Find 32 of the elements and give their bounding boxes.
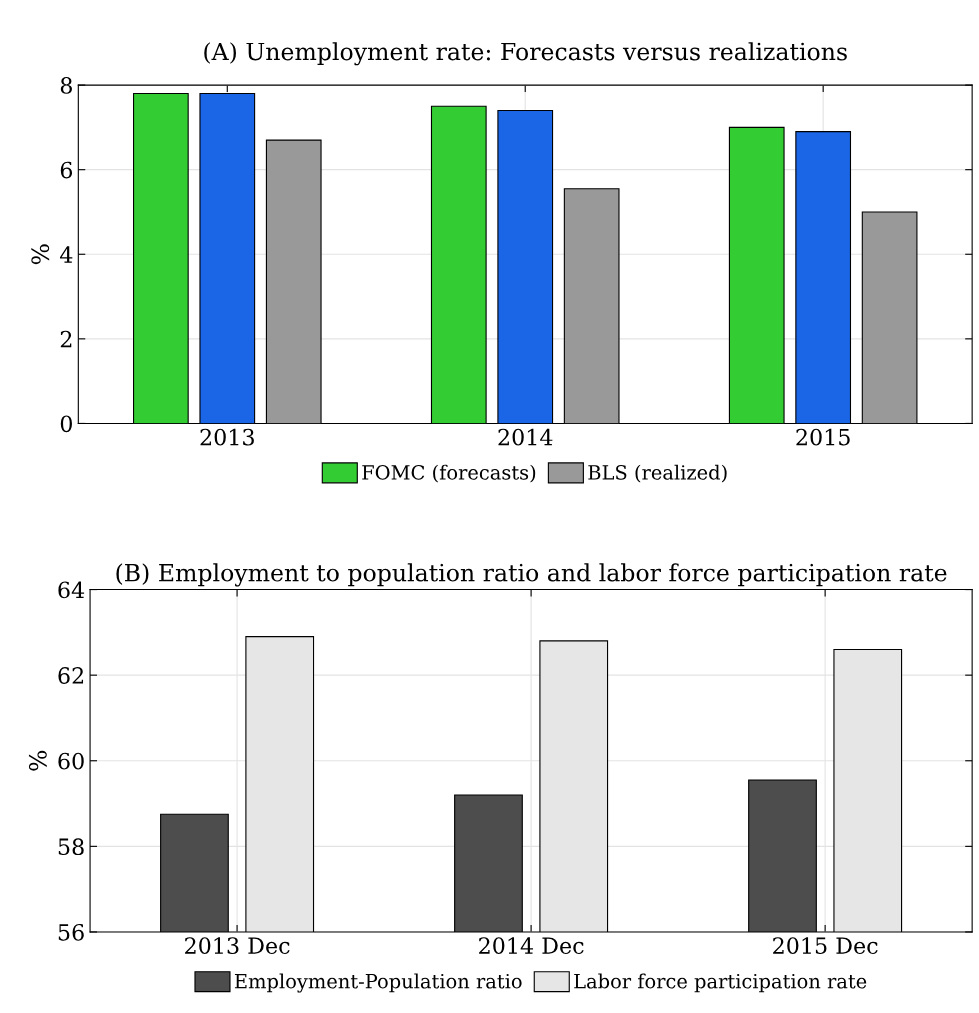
y-tick-label: 62 <box>58 667 84 684</box>
chart-title: (B) Employment to population ratio and labor force participation rate <box>116 563 947 587</box>
y-tick-label: 6 <box>60 161 73 179</box>
x-tick-label: 2014 <box>498 428 553 446</box>
y-tick-label: 4 <box>60 246 73 263</box>
y-tick-label: 56 <box>58 923 84 941</box>
y-tick-label: 60 <box>58 752 84 770</box>
chart-title: (A) Unemployment rate: Forecasts versus realizations <box>204 42 847 66</box>
legend-label: FOMC (forecasts) <box>362 464 536 483</box>
y-tick-label: 2 <box>60 330 72 348</box>
y-axis-title: % <box>31 244 50 265</box>
bar <box>728 126 785 424</box>
x-tick-label: 2013 Dec <box>185 937 290 955</box>
bar <box>497 109 554 424</box>
y-tick-label: 0 <box>60 415 72 433</box>
y-tick-label: 64 <box>58 581 85 599</box>
legend-label: BLS (realized) <box>588 464 727 483</box>
legend-label: Employment-Population ratio <box>234 973 522 993</box>
y-tick-label: 58 <box>58 838 84 856</box>
bar <box>563 188 620 424</box>
y-tick-label: 8 <box>60 77 72 94</box>
bar <box>795 131 852 424</box>
bar <box>265 139 322 424</box>
legend-label: Labor force participation rate <box>574 973 867 993</box>
y-axis-title: % <box>28 750 47 771</box>
bar <box>430 105 487 424</box>
x-tick-label: 2014 Dec <box>479 937 584 955</box>
bar <box>861 211 918 424</box>
x-tick-label: 2013 <box>200 428 254 446</box>
x-tick-label: 2015 Dec <box>773 937 878 955</box>
x-tick-label: 2015 <box>796 428 850 446</box>
bar <box>132 92 189 424</box>
